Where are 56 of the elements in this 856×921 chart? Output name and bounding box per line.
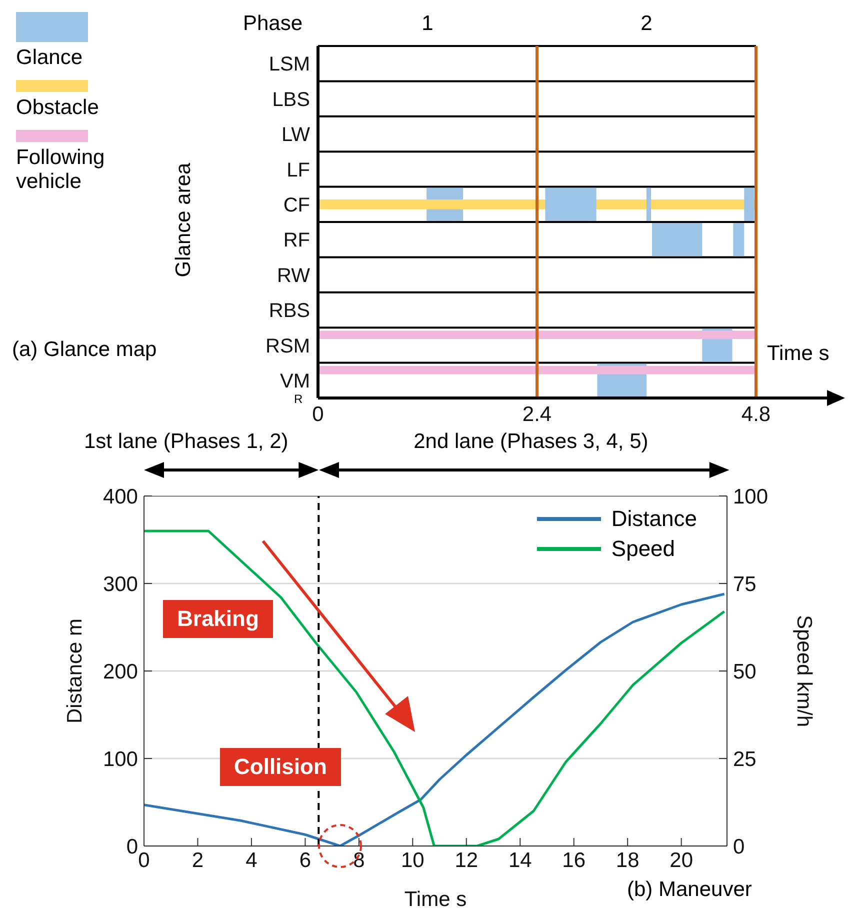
y-tick-label: 200 (102, 660, 138, 684)
bar (733, 223, 744, 256)
bar (545, 188, 596, 221)
y2-tick-label: 50 (733, 660, 756, 684)
legend-label: Speed (610, 535, 676, 563)
x-tick-label: 16 (562, 848, 586, 872)
x-tick-label: 18 (616, 848, 640, 872)
x-tick-label: 4.8 (741, 402, 771, 426)
y-tick-label: RSM (266, 335, 310, 358)
text: R (294, 392, 303, 406)
y2-tick-label: 75 (733, 572, 756, 596)
annotation: Collision (220, 748, 341, 786)
text: 2nd lane (Phases 3, 4, 5) (414, 430, 648, 454)
bar (318, 330, 756, 340)
x-tick-label: 6 (299, 848, 312, 872)
y-tick-label: LF (286, 159, 310, 182)
text: 1 (422, 12, 434, 36)
legend-label: Obstacle (16, 96, 100, 120)
text: 1st lane (Phases 1, 2) (84, 430, 288, 454)
y-axis-title: Distance m (63, 618, 86, 724)
x-axis-title: Time s (767, 342, 830, 366)
bar (744, 188, 754, 221)
y-tick-label: 100 (102, 748, 138, 771)
annotation: Braking (163, 600, 273, 638)
y-tick-label: CF (283, 194, 310, 216)
text: Phase (243, 12, 303, 36)
bar (646, 188, 652, 221)
y-tick-label: 400 (102, 485, 138, 508)
x-tick-label: 2 (192, 848, 204, 872)
legend-label: Distance (610, 505, 697, 533)
text: (b) Maneuver (627, 878, 752, 902)
bar (652, 223, 702, 256)
legend-label: Glance (16, 46, 84, 70)
y-tick-label: 300 (102, 572, 138, 596)
x-tick-label: 4 (246, 848, 258, 872)
text: 2 (640, 12, 652, 36)
x-tick-label: 2.4 (522, 402, 552, 426)
y2-tick-label: 25 (733, 748, 756, 771)
y-tick-label: VM (280, 370, 310, 392)
x-tick-label: 14 (508, 848, 532, 872)
y2-axis-title: Speed km/h (792, 614, 816, 728)
y-axis-title: Glance area (172, 162, 196, 278)
y-tick-label: LBS (272, 88, 310, 111)
y-tick-label: RBS (268, 300, 310, 322)
text: (a) Glance map (12, 338, 157, 362)
bar (318, 366, 756, 374)
x-tick-label: 12 (454, 848, 478, 872)
x-axis-title: Time s (404, 888, 467, 911)
y-tick-label: LW (281, 124, 310, 146)
y2-tick-label: 100 (733, 485, 768, 508)
x-tick-label: 10 (400, 848, 424, 872)
y-tick-label: RF (283, 230, 310, 252)
y-tick-label: RW (277, 264, 310, 287)
y-tick-label: LSM (268, 54, 310, 76)
legend-label: Following vehicle (16, 146, 106, 194)
x-tick-label: 20 (670, 848, 694, 872)
